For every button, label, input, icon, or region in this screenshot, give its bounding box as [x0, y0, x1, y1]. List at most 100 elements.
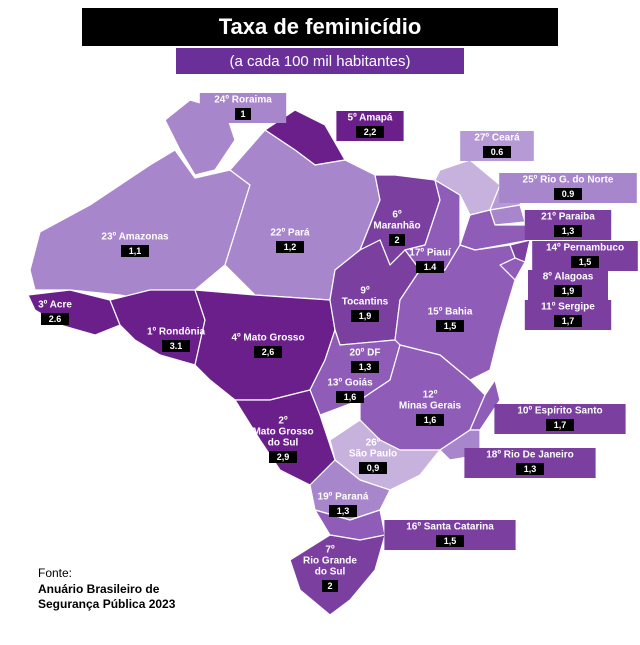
value-box	[351, 361, 379, 373]
state-name: 2º	[278, 416, 288, 427]
value-box	[356, 126, 384, 138]
value-box	[121, 245, 149, 257]
state-sao-paulo	[329, 419, 441, 491]
state-name: Minas Gerais	[399, 401, 462, 412]
value-box	[554, 285, 582, 297]
state-value: 2.6	[49, 314, 62, 324]
state-value: 1,5	[444, 321, 457, 331]
state-name: 10º Espírito Santo	[517, 406, 602, 417]
state-value: 1,3	[524, 464, 537, 474]
state-rio-grande-do-sul	[289, 534, 386, 616]
value-box	[235, 108, 251, 120]
value-box	[416, 261, 444, 273]
state-value: 1,3	[337, 506, 350, 516]
state-value: 0,9	[367, 463, 380, 473]
state-value: 1,7	[562, 316, 575, 326]
source-line: Anuário Brasileiro de	[38, 582, 160, 596]
value-box	[571, 256, 599, 268]
state-value: 1,3	[359, 362, 372, 372]
value-box	[554, 315, 582, 327]
state-value: 1,6	[424, 415, 437, 425]
value-box	[322, 580, 338, 592]
state-name: São Paulo	[349, 449, 397, 460]
state-espirito-santo	[469, 379, 501, 431]
state-name: Rio Grande	[303, 556, 357, 567]
state-name: do Sul	[268, 438, 299, 449]
state-value: 2	[327, 581, 332, 591]
state-name: 16º Santa Catarina	[406, 522, 494, 533]
state-name: 11º Sergipe	[541, 302, 595, 313]
state-acre	[27, 289, 121, 336]
state-name: 15º Bahia	[428, 307, 473, 318]
state-value: 0.9	[562, 189, 575, 199]
value-box	[436, 320, 464, 332]
state-name: Mato Grosso	[252, 427, 313, 438]
state-name: 18º Rio De Janeiro	[486, 450, 574, 461]
state-name: 12º	[423, 390, 438, 401]
source-label: Fonte:	[38, 566, 72, 580]
state-name: 13º Goiás	[327, 378, 373, 389]
source-line: Segurança Pública 2023	[38, 597, 176, 611]
value-box	[516, 463, 544, 475]
state-name: 27º Ceará	[474, 133, 520, 144]
state-value: 1,5	[579, 257, 592, 267]
state-name: do Sul	[315, 567, 346, 578]
state-value: 1,7	[554, 420, 567, 430]
state-name: 7º	[325, 545, 335, 556]
state-name: 25º Rio G. do Norte	[523, 175, 614, 186]
value-box	[329, 505, 357, 517]
state-value: 0.6	[491, 147, 504, 157]
state-value: 1	[240, 109, 245, 119]
value-box	[41, 313, 69, 325]
subtitle: (a cada 100 mil habitantes)	[230, 53, 411, 70]
state-value: 1,5	[444, 536, 457, 546]
state-name: 9º	[360, 286, 370, 297]
state-value: 2	[394, 235, 399, 245]
value-box	[436, 535, 464, 547]
value-box	[554, 225, 582, 237]
value-box	[336, 391, 364, 403]
state-value: 1,1	[129, 246, 142, 256]
value-box	[389, 234, 405, 246]
state-name: 24º Roraima	[214, 95, 272, 106]
value-box	[254, 346, 282, 358]
state-name: Tocantins	[342, 297, 389, 308]
state-name: 6º	[392, 210, 402, 221]
state-value: 1,2	[284, 242, 297, 252]
state-value: 1,6	[344, 392, 357, 402]
title-bar	[82, 8, 558, 46]
value-box	[416, 414, 444, 426]
value-box	[546, 419, 574, 431]
state-name: 26º	[366, 438, 381, 449]
state-name: 22º Pará	[270, 228, 310, 239]
subtitle-bar	[176, 48, 464, 74]
value-box	[162, 340, 190, 352]
state-name: 3º Acre	[38, 300, 72, 311]
value-box	[276, 241, 304, 253]
state-name: 4º Mato Grosso	[231, 333, 304, 344]
state-value: 1,9	[562, 286, 575, 296]
value-box	[351, 310, 379, 322]
state-name: 5º Amapá	[348, 113, 393, 124]
state-name: 20º DF	[350, 348, 381, 359]
state-value: 1,3	[562, 226, 575, 236]
state-value: 1,9	[359, 311, 372, 321]
state-name: 23º Amazonas	[101, 232, 169, 243]
value-box	[269, 451, 297, 463]
state-value: 2,2	[364, 127, 377, 137]
state-name: 21º Paraiba	[541, 212, 595, 223]
state-name: 8º Alagoas	[543, 272, 594, 283]
state-value: 1.4	[424, 262, 437, 272]
state-name: Maranhão	[373, 221, 420, 232]
state-name: 14º Pernambuco	[546, 243, 624, 254]
state-value: 2,9	[277, 452, 290, 462]
value-box	[483, 146, 511, 158]
state-value: 2,6	[262, 347, 275, 357]
title: Taxa de feminicídio	[219, 14, 422, 39]
state-name: 17º Piauí	[409, 248, 452, 259]
state-value: 3.1	[170, 341, 183, 351]
state-name: 1º Rondônia	[147, 327, 206, 338]
state-name: 19º Paraná	[318, 492, 369, 503]
